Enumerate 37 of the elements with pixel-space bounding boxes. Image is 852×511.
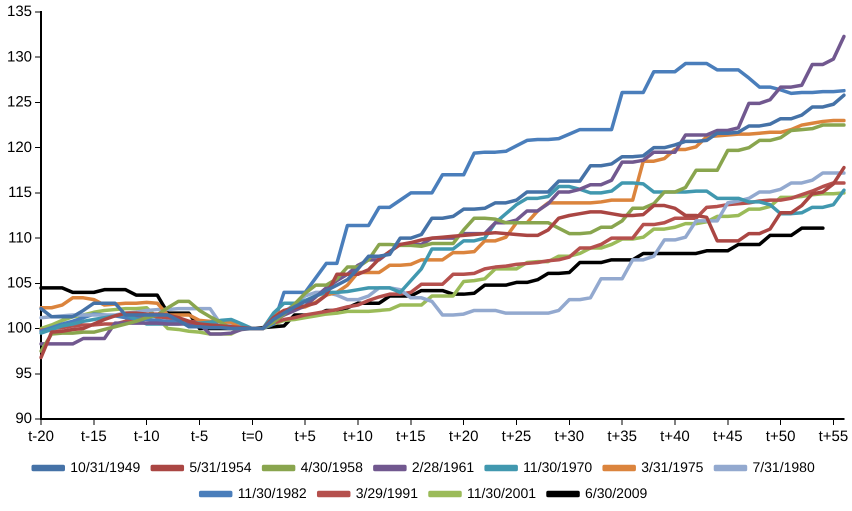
x-tick-label: t-20 — [28, 428, 54, 446]
legend-label: 5/31/1954 — [189, 458, 252, 475]
x-tick-label: t+40 — [660, 428, 690, 446]
x-tick-label: t+15 — [396, 428, 426, 446]
y-tick-label: 95 — [15, 364, 32, 382]
legend-label: 2/28/1961 — [412, 458, 474, 475]
legend-label: 10/31/1949 — [70, 458, 141, 475]
legend-label: 7/31/1980 — [752, 458, 815, 475]
legend-label: 11/30/1970 — [523, 458, 592, 475]
y-tick-label: 110 — [8, 229, 32, 246]
x-tick-label: t+5 — [294, 428, 316, 446]
y-tick-label: 120 — [6, 138, 32, 156]
y-tick-label: 125 — [6, 94, 32, 111]
x-tick-label: t+20 — [448, 428, 478, 446]
x-tick-label: t+25 — [502, 428, 532, 446]
x-tick-label: t+45 — [712, 428, 743, 446]
x-tick-label: t+55 — [818, 428, 848, 446]
x-tick-label: t+30 — [554, 428, 584, 446]
legend-label: 3/29/1991 — [356, 484, 418, 501]
x-tick-label: t-10 — [134, 428, 160, 446]
legend-label: 4/30/1958 — [300, 458, 364, 475]
y-tick-label: 135 — [6, 3, 32, 20]
legend-label: 11/30/2001 — [467, 484, 536, 501]
x-tick-label: t-15 — [80, 428, 107, 446]
legend-label: 3/31/1975 — [641, 458, 704, 475]
y-tick-label: 105 — [6, 274, 32, 292]
x-tick-label: t-5 — [190, 428, 208, 446]
x-tick-label: t+50 — [766, 428, 796, 446]
x-tick-label: t=0 — [242, 428, 263, 446]
legend-label: 6/30/2009 — [585, 484, 648, 501]
legend-label: 11/30/1982 — [238, 484, 307, 501]
y-tick-label: 130 — [6, 48, 32, 66]
y-tick-label: 100 — [6, 320, 32, 337]
y-tick-label: 115 — [8, 184, 32, 202]
x-tick-label: t+35 — [607, 428, 637, 446]
x-tick-label: t+10 — [343, 428, 373, 446]
y-tick-label: 90 — [15, 410, 32, 428]
